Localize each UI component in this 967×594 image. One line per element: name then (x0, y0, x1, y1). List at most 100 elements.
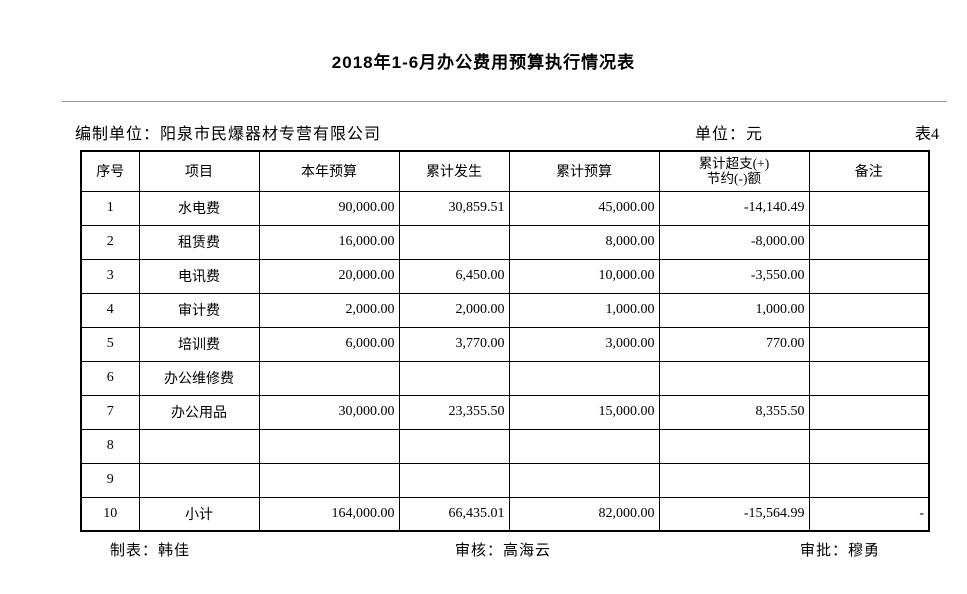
cell-annual-budget (258, 360, 400, 396)
budget-table: 序号 项目 本年预算 累计发生 累计预算 累计超支(+) 节约(-)额 备注 1… (80, 150, 930, 532)
cell-variance (658, 428, 810, 464)
cell-variance: -14,140.49 (658, 190, 810, 226)
reviewer-label: 审核：高海云 (455, 543, 552, 559)
header-cum-actual: 累计发生 (398, 150, 510, 192)
cell-item (138, 428, 260, 464)
cell-cum-budget: 3,000.00 (508, 326, 660, 362)
cell-no: 10 (80, 496, 140, 532)
cell-cum-budget (508, 462, 660, 498)
table-row: 1 水电费 90,000.00 30,859.51 45,000.00 -14,… (80, 190, 930, 226)
approver-label: 审批：穆勇 (800, 543, 881, 559)
cell-no: 9 (80, 462, 140, 498)
cell-variance: -15,564.99 (658, 496, 810, 532)
table-row: 8 (80, 428, 930, 464)
cell-remark (808, 394, 930, 430)
cell-cum-actual: 30,859.51 (398, 190, 510, 226)
cell-cum-budget: 8,000.00 (508, 224, 660, 260)
cell-remark (808, 428, 930, 464)
header-item: 项目 (138, 150, 260, 192)
cell-annual-budget: 2,000.00 (258, 292, 400, 328)
table-row: 2 租赁费 16,000.00 8,000.00 -8,000.00 (80, 224, 930, 260)
cell-cum-actual: 66,435.01 (398, 496, 510, 532)
cell-cum-budget (508, 428, 660, 464)
table-header-row: 序号 项目 本年预算 累计发生 累计预算 累计超支(+) 节约(-)额 备注 (80, 150, 930, 192)
table-row: 3 电讯费 20,000.00 6,450.00 10,000.00 -3,55… (80, 258, 930, 294)
info-line: 编制单位：阳泉市民爆器材专营有限公司 单位：元 表4 (0, 120, 967, 144)
cell-item: 办公用品 (138, 394, 260, 430)
cell-variance (658, 462, 810, 498)
header-variance: 累计超支(+) 节约(-)额 (658, 150, 810, 192)
cell-cum-actual (398, 428, 510, 464)
cell-variance (658, 360, 810, 396)
cell-cum-actual: 23,355.50 (398, 394, 510, 430)
cell-cum-actual: 6,450.00 (398, 258, 510, 294)
cell-item: 电讯费 (138, 258, 260, 294)
table-row: 6 办公维修费 (80, 360, 930, 396)
cell-item: 办公维修费 (138, 360, 260, 396)
cell-no: 6 (80, 360, 140, 396)
cell-variance: 770.00 (658, 326, 810, 362)
cell-no: 3 (80, 258, 140, 294)
header-no: 序号 (80, 150, 140, 192)
cell-remark (808, 462, 930, 498)
cell-remark (808, 360, 930, 396)
cell-annual-budget: 16,000.00 (258, 224, 400, 260)
cell-cum-budget: 82,000.00 (508, 496, 660, 532)
header-annual-budget: 本年预算 (258, 150, 400, 192)
cell-item: 水电费 (138, 190, 260, 226)
cell-remark (808, 190, 930, 226)
table-row: 5 培训费 6,000.00 3,770.00 3,000.00 770.00 (80, 326, 930, 362)
cell-no: 4 (80, 292, 140, 328)
cell-annual-budget (258, 428, 400, 464)
cell-item: 培训费 (138, 326, 260, 362)
cell-cum-actual (398, 360, 510, 396)
cell-annual-budget: 30,000.00 (258, 394, 400, 430)
cell-remark (808, 258, 930, 294)
table-row-subtotal: 10 小计 164,000.00 66,435.01 82,000.00 -15… (80, 496, 930, 532)
cell-remark (808, 224, 930, 260)
cell-cum-budget: 1,000.00 (508, 292, 660, 328)
cell-no: 5 (80, 326, 140, 362)
cell-annual-budget: 6,000.00 (258, 326, 400, 362)
header-remark: 备注 (808, 150, 930, 192)
cell-variance: 1,000.00 (658, 292, 810, 328)
cell-cum-actual (398, 462, 510, 498)
table-row: 7 办公用品 30,000.00 23,355.50 15,000.00 8,3… (80, 394, 930, 430)
cell-item: 租赁费 (138, 224, 260, 260)
cell-cum-actual (398, 224, 510, 260)
table-row: 9 (80, 462, 930, 498)
cell-cum-budget (508, 360, 660, 396)
header-variance-line2: 节约(-)额 (707, 171, 761, 187)
header-cum-budget: 累计预算 (508, 150, 660, 192)
unit-label: 单位：元 (695, 126, 764, 143)
tabulator-label: 制表：韩佳 (110, 543, 191, 559)
cell-no: 7 (80, 394, 140, 430)
cell-cum-budget: 45,000.00 (508, 190, 660, 226)
cell-annual-budget: 20,000.00 (258, 258, 400, 294)
cell-no: 8 (80, 428, 140, 464)
cell-cum-actual: 2,000.00 (398, 292, 510, 328)
org-label: 编制单位：阳泉市民爆器材专营有限公司 (75, 126, 382, 143)
cell-variance: -3,550.00 (658, 258, 810, 294)
cell-no: 1 (80, 190, 140, 226)
cell-item (138, 462, 260, 498)
top-divider (62, 101, 947, 102)
page-title: 2018年1-6月办公费用预算执行情况表 (331, 53, 636, 72)
table-number: 表4 (914, 126, 939, 143)
cell-item: 审计费 (138, 292, 260, 328)
cell-cum-budget: 15,000.00 (508, 394, 660, 430)
cell-variance: -8,000.00 (658, 224, 810, 260)
cell-cum-actual: 3,770.00 (398, 326, 510, 362)
cell-cum-budget: 10,000.00 (508, 258, 660, 294)
cell-remark (808, 326, 930, 362)
cell-annual-budget: 90,000.00 (258, 190, 400, 226)
cell-no: 2 (80, 224, 140, 260)
cell-remark: - (808, 496, 930, 532)
header-variance-line1: 累计超支(+) (698, 155, 770, 171)
cell-item: 小计 (138, 496, 260, 532)
cell-annual-budget: 164,000.00 (258, 496, 400, 532)
table-row: 4 审计费 2,000.00 2,000.00 1,000.00 1,000.0… (80, 292, 930, 328)
signature-line: 制表：韩佳 审核：高海云 审批：穆勇 (0, 539, 967, 561)
cell-variance: 8,355.50 (658, 394, 810, 430)
